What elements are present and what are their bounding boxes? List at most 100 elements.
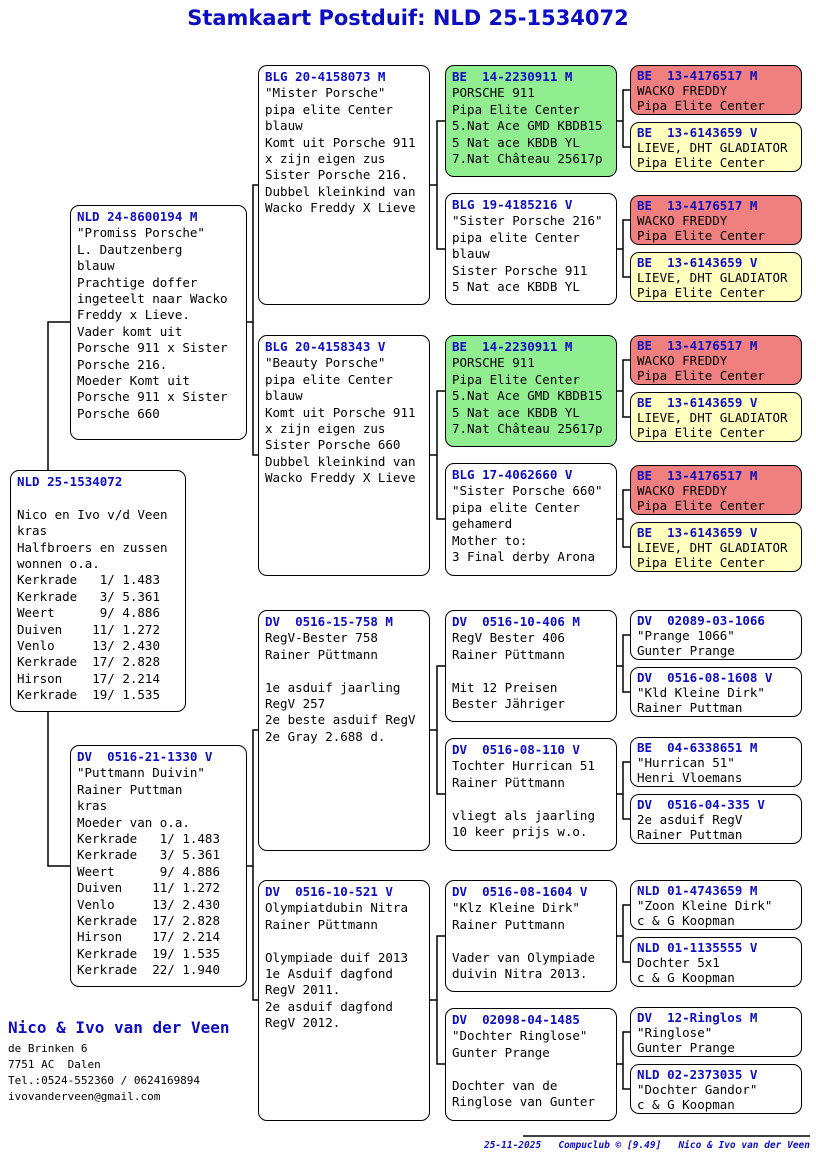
- ring-number: NLD 25-1534072: [17, 474, 123, 489]
- box-line: RegV 2011.: [265, 982, 341, 998]
- gp-sire-sire-box: BLG 20-4158073 M "Mister Porsche" pipa el…: [258, 65, 430, 305]
- box-details: "Hurrican 51" Henri Vloemans: [637, 755, 795, 785]
- box-line: de Brinken 6: [8, 1042, 88, 1055]
- box-line: pipa elite Center: [265, 371, 393, 387]
- ring-number: DV 0516-08-110 V: [452, 742, 580, 757]
- box-details: "Dochter Gandor" c & G Koopman: [637, 1082, 795, 1112]
- ggp-box-5: DV 0516-10-406 M RegV Bester 406 Rainer P…: [445, 610, 617, 722]
- ggp-box-8: DV 02098-04-1485 "Dochter Ringlose" Gunte…: [445, 1008, 617, 1121]
- ggp-box-2: BLG 19-4185216 V "Sister Porsche 216" pip…: [445, 193, 617, 305]
- box-line: vliegt als jaarling: [452, 807, 595, 823]
- box-line: Vader van Olympiade: [452, 949, 595, 965]
- box-details: LIEVE, DHT GLADIATOR Pipa Elite Center: [637, 540, 795, 570]
- box-line: Tochter Hurrican 51: [452, 758, 595, 774]
- box-line: Pipa Elite Center: [637, 425, 765, 440]
- box-line: Rainer Püttmann: [452, 646, 565, 662]
- ring-number: BE 13-6143659 V: [637, 395, 758, 410]
- gp-dam-sire-box: DV 0516-15-758 M RegV-Bester 758 Rainer P…: [258, 610, 430, 851]
- box-details: PORSCHE 911 Pipa Elite Center 5.Nat Ace GM…: [452, 85, 610, 167]
- box-line: c & G Koopman: [637, 970, 735, 985]
- box-details: "Prange 1066" Gunter Prange: [637, 628, 795, 658]
- gggp-box-10: DV 0516-08-1608 V "Kld Kleine Dirk" Raine…: [630, 667, 802, 717]
- owner-address: de Brinken 6 7751 AC Dalen Tel.:0524-55236…: [8, 1041, 200, 1105]
- ring-number: BLG 20-4158343 V: [265, 339, 386, 354]
- box-line: LIEVE, DHT GLADIATOR: [637, 270, 788, 285]
- box-details: "Sister Porsche 660" pipa elite Center geh…: [452, 483, 610, 565]
- box-line: Kerkrade 17/ 2.828: [17, 654, 160, 670]
- box-line: Pipa Elite Center: [637, 555, 765, 570]
- ring-number: NLD 01-4743659 M: [637, 883, 758, 898]
- box-line: Mit 12 Preisen: [452, 679, 558, 695]
- page-title: Stamkaart Postduif: NLD 25-1534072: [187, 6, 629, 30]
- box-line: "Dochter Gandor": [637, 1082, 758, 1097]
- box-line: ivovanderveen@gmail.com: [8, 1090, 161, 1103]
- ggp-box-4: BLG 17-4062660 V "Sister Porsche 660" pip…: [445, 463, 617, 576]
- ggp-box-7: DV 0516-08-1604 V "Klz Kleine Dirk" Raine…: [445, 880, 617, 992]
- box-details: Nico en Ivo v/d Veen kras Halfbroers en zu…: [17, 490, 179, 703]
- box-line: Kerkrade 1/ 1.483: [17, 572, 160, 588]
- box-line: Bester Jähriger: [452, 696, 565, 712]
- box-line: 1e Asduif dagfond: [265, 966, 393, 982]
- box-line: blauw: [77, 258, 115, 274]
- ring-number: DV 0516-08-1608 V: [637, 670, 773, 685]
- box-line: [17, 490, 179, 506]
- gggp-box-6: BE 13-6143659 V LIEVE, DHT GLADIATOR Pipa…: [630, 392, 802, 442]
- box-line: Pipa Elite Center: [637, 285, 765, 300]
- box-line: Sister Porsche 911: [452, 262, 588, 278]
- box-line: WACKO FREDDY: [637, 213, 728, 228]
- box-line: Henri Vloemans: [637, 770, 743, 785]
- box-line: Duiven 11/ 1.272: [77, 880, 220, 896]
- box-line: 5.Nat Ace GMD KBDB15: [452, 118, 603, 134]
- box-line: Pipa Elite Center: [637, 98, 765, 113]
- box-line: Kerkrade 1/ 1.483: [77, 831, 220, 847]
- box-details: "Klz Kleine Dirk" Rainer Puttmann Vader v…: [452, 900, 610, 982]
- box-line: WACKO FREDDY: [637, 83, 728, 98]
- box-line: Dochter van de: [452, 1077, 558, 1093]
- box-line: Gunter Prange: [637, 1040, 735, 1055]
- dam-box: DV 0516-21-1330 V "Puttmann Duivin" Raine…: [70, 745, 247, 987]
- gggp-box-15: DV 12-Ringlos M "Ringlose" Gunter Prange: [630, 1007, 802, 1057]
- box-line: 5.Nat Ace GMD KBDB15: [452, 388, 603, 404]
- box-line: Olympiade duif 2013: [265, 949, 408, 965]
- box-details: LIEVE, DHT GLADIATOR Pipa Elite Center: [637, 410, 795, 440]
- ring-number: DV 0516-08-1604 V: [452, 884, 588, 899]
- ring-number: BLG 20-4158073 M: [265, 69, 386, 84]
- box-line: Kerkrade 3/ 5.361: [17, 588, 160, 604]
- box-details: "Puttmann Duivin" Rainer Puttman kras Moede…: [77, 765, 240, 978]
- box-details: RegV Bester 406 Rainer Püttmann Mit 12 Pr…: [452, 630, 610, 712]
- box-line: Kerkrade 3/ 5.361: [77, 847, 220, 863]
- box-details: LIEVE, DHT GLADIATOR Pipa Elite Center: [637, 270, 795, 300]
- box-line: Kerkrade 22/ 1.940: [77, 962, 220, 978]
- box-details: Dochter 5x1 c & G Koopman: [637, 955, 795, 985]
- box-line: "Promiss Porsche": [77, 225, 205, 241]
- box-line: Rainer Puttman: [637, 827, 743, 842]
- ring-number: DV 0516-10-521 V: [265, 884, 393, 899]
- box-line: blauw: [452, 246, 490, 262]
- box-line: kras: [17, 523, 48, 539]
- box-line: [452, 663, 610, 679]
- box-line: Sister Porsche 660: [265, 437, 401, 453]
- box-line: Pipa Elite Center: [637, 155, 765, 170]
- gggp-box-16: NLD 02-2373035 V "Dochter Gandor" c & G K…: [630, 1064, 802, 1114]
- ring-number: BE 13-6143659 V: [637, 125, 758, 140]
- ring-number: BE 13-6143659 V: [637, 525, 758, 540]
- box-line: Wacko Freddy X Lieve: [265, 200, 416, 216]
- box-line: WACKO FREDDY: [637, 483, 728, 498]
- box-line: Moeder van o.a.: [77, 814, 190, 830]
- box-line: Ringlose van Gunter: [452, 1094, 595, 1110]
- ring-number: DV 12-Ringlos M: [637, 1010, 758, 1025]
- box-details: "Promiss Porsche" L. Dautzenberg blauw Prac…: [77, 225, 240, 422]
- box-details: Olympiatdubin Nitra Rainer Püttmann Olymp…: [265, 900, 423, 1031]
- box-line: Olympiatdubin Nitra: [265, 900, 408, 916]
- box-line: LIEVE, DHT GLADIATOR: [637, 540, 788, 555]
- box-line: Pipa Elite Center: [637, 498, 765, 513]
- box-line: Venlo 13/ 2.430: [77, 896, 220, 912]
- sire-box: NLD 24-8600194 M "Promiss Porsche" L. Dau…: [70, 205, 247, 440]
- box-line: RegV Bester 406: [452, 630, 565, 646]
- box-line: "Dochter Ringlose": [452, 1028, 588, 1044]
- box-line: Dubbel kleinkind van: [265, 453, 416, 469]
- box-line: wonnen o.a.: [17, 556, 100, 572]
- box-line: x zijn eigen zus: [265, 421, 386, 437]
- box-line: RegV-Bester 758: [265, 630, 378, 646]
- ggp-box-6: DV 0516-08-110 V Tochter Hurrican 51 Rain…: [445, 738, 617, 851]
